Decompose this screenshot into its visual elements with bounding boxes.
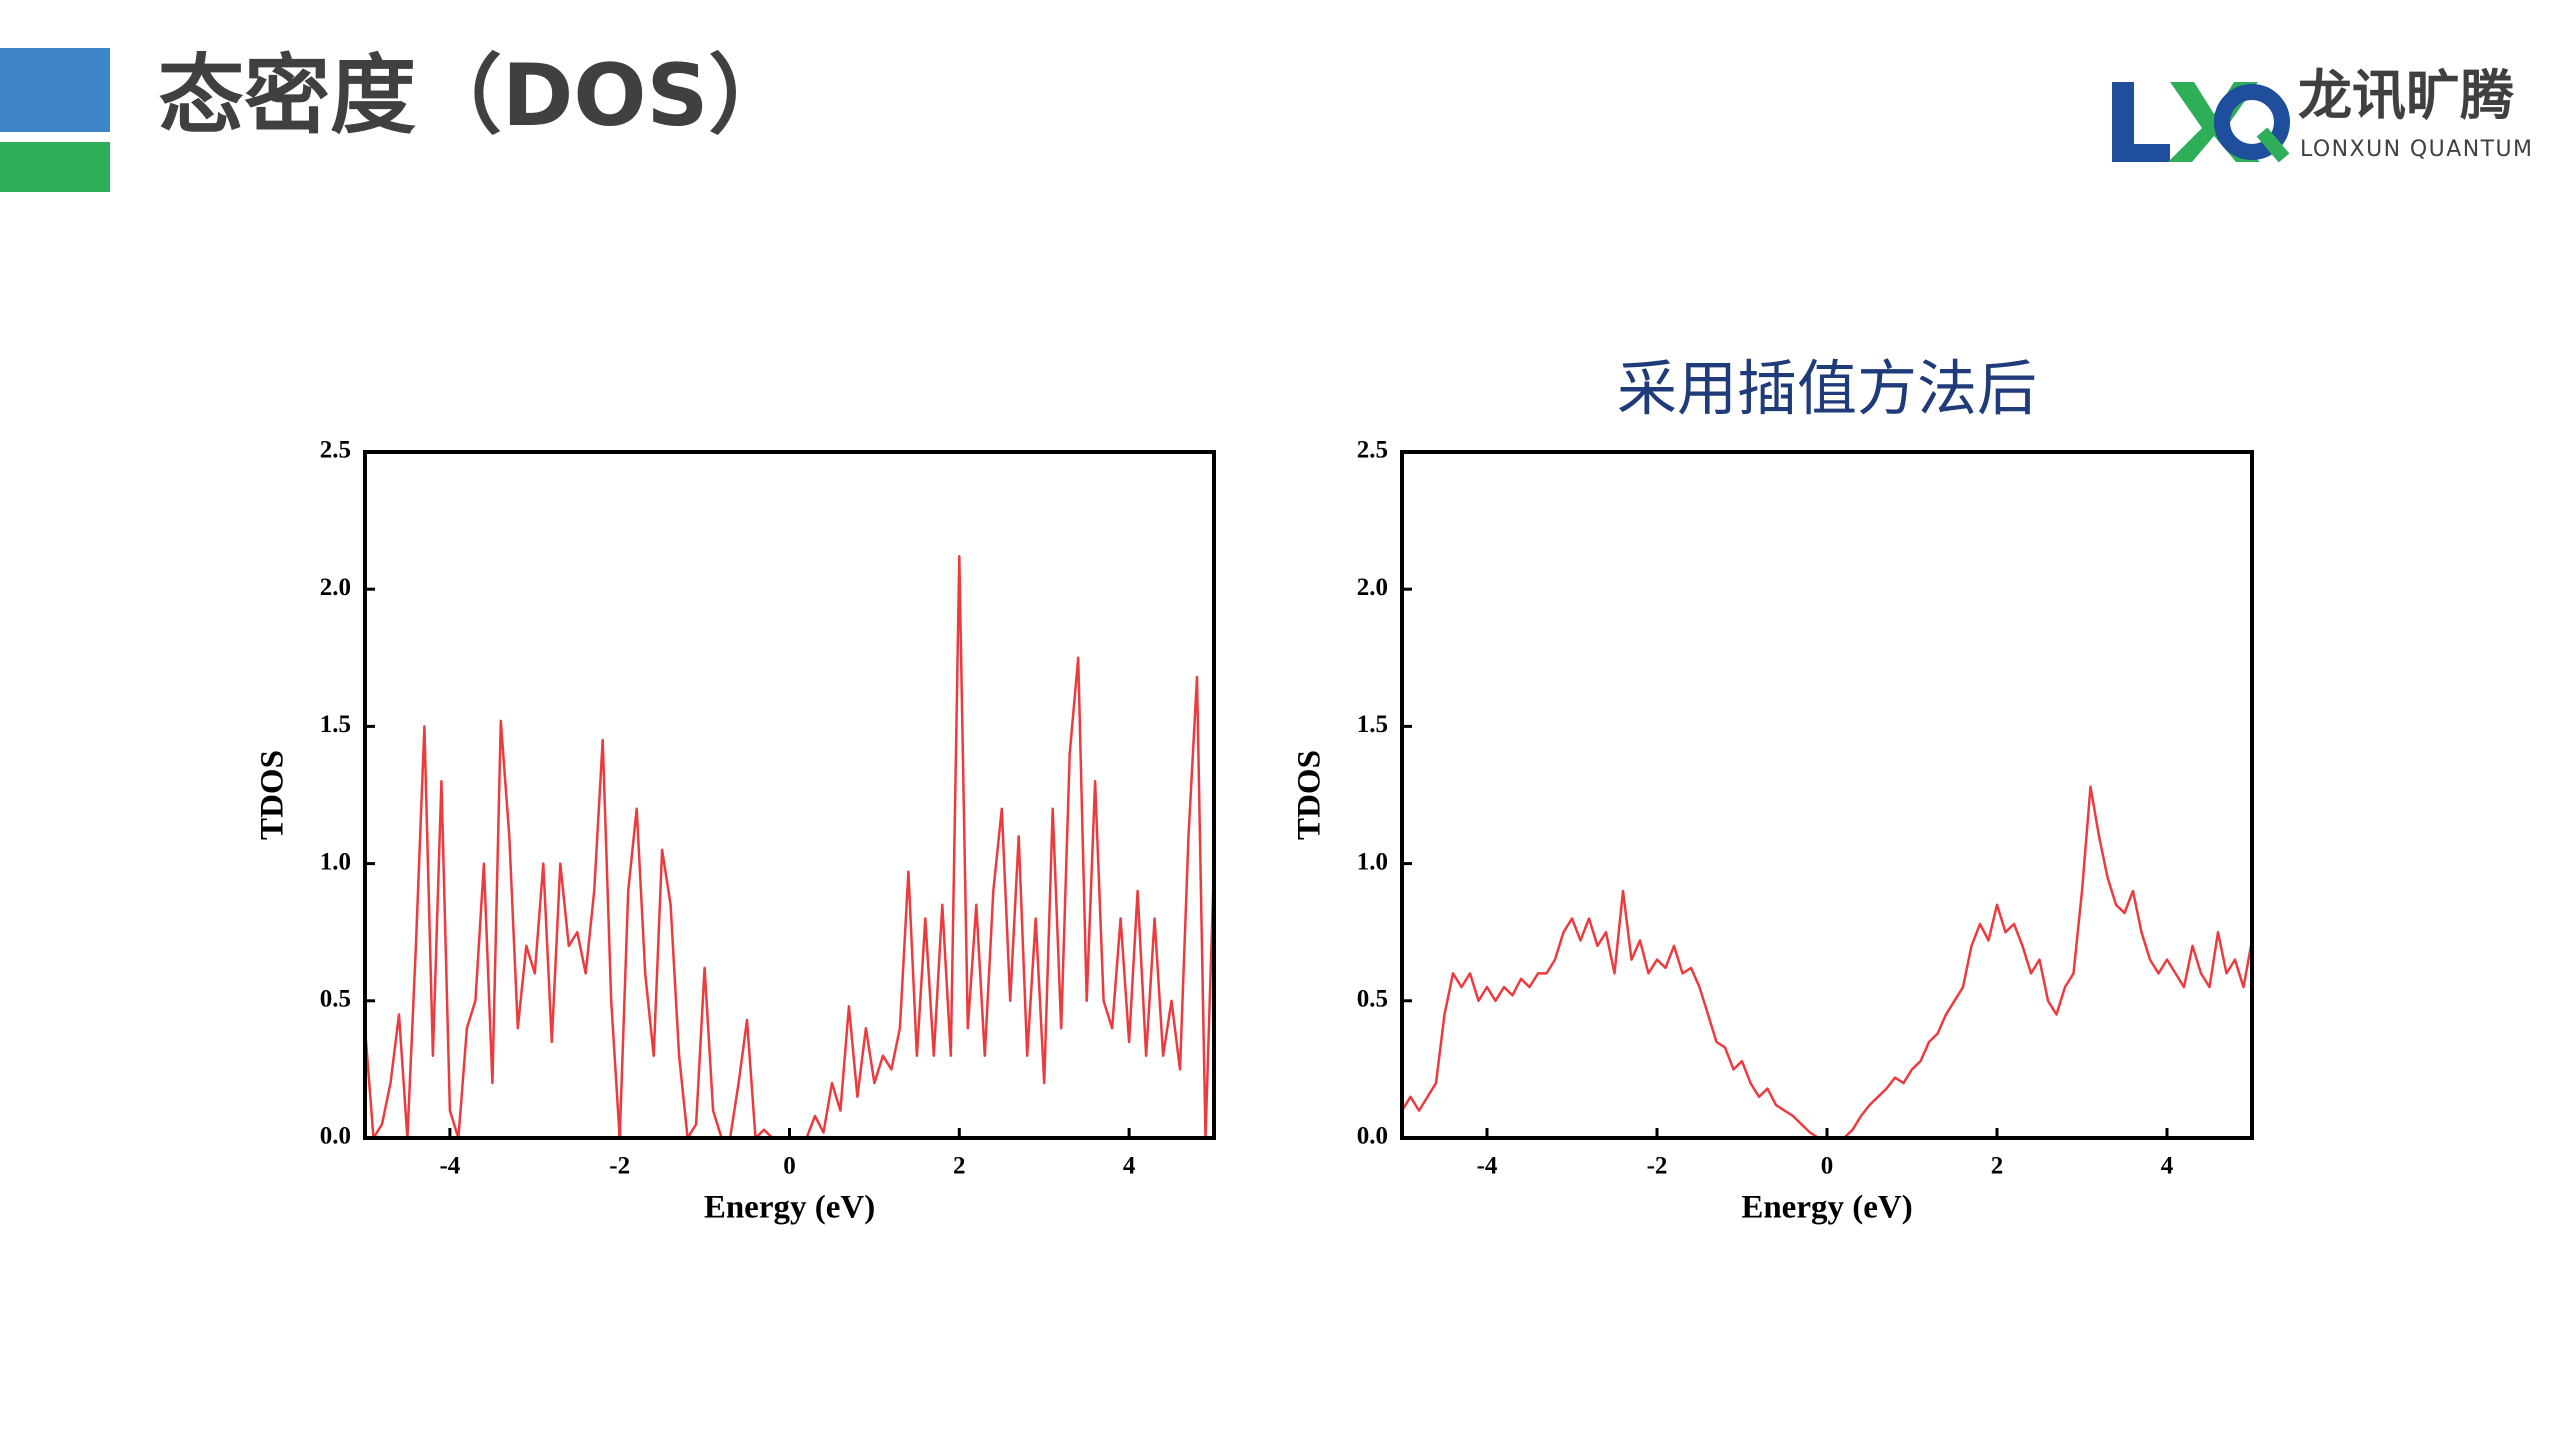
- y-tick-label: 2.0: [320, 574, 351, 601]
- plot-frame: [1400, 450, 2254, 1140]
- y-tick-label: 2.5: [1357, 437, 1388, 464]
- x-tick-label: 4: [2161, 1153, 2174, 1180]
- x-tick-label: -2: [1647, 1153, 1668, 1180]
- y-tick-label: 0.0: [1357, 1123, 1388, 1150]
- x-tick-label: -4: [1477, 1153, 1498, 1180]
- y-tick-label: 1.0: [1357, 848, 1388, 875]
- y-tick-label: 2.0: [1357, 574, 1388, 601]
- chart-title: 采用插值方法后: [1617, 355, 2037, 425]
- y-tick-label: 1.5: [1357, 711, 1388, 738]
- plot-frame: [363, 450, 1216, 1140]
- logo-subtitle: LONXUN QUANTUM: [2300, 137, 2532, 162]
- y-axis-label: TDOS: [255, 750, 291, 840]
- x-axis-label: Energy (eV): [1741, 1190, 1912, 1226]
- header-block-green: [0, 142, 110, 192]
- x-tick-label: 4: [1123, 1153, 1136, 1180]
- y-tick-label: 2.5: [320, 437, 351, 464]
- y-tick-label: 0.5: [1357, 986, 1388, 1013]
- x-tick-label: 2: [1991, 1153, 2004, 1180]
- x-tick-label: 2: [953, 1153, 966, 1180]
- y-tick-label: 0.0: [320, 1123, 351, 1150]
- x-tick-label: -2: [609, 1153, 630, 1180]
- dos-line: [1400, 785, 2254, 1140]
- y-tick-label: 1.5: [320, 711, 351, 738]
- x-tick-label: -4: [439, 1153, 460, 1180]
- page-title: 态密度（DOS）: [158, 46, 794, 146]
- dos-line: [363, 555, 1216, 1140]
- y-axis-label: TDOS: [1292, 750, 1328, 840]
- x-tick-label: 0: [1821, 1153, 1834, 1180]
- x-tick-label: 0: [783, 1153, 796, 1180]
- logo-name: 龙讯旷腾: [2298, 64, 2515, 127]
- y-tick-label: 0.5: [320, 986, 351, 1013]
- logo-mark: [2112, 82, 2290, 163]
- y-tick-label: 1.0: [320, 848, 351, 875]
- header-block-blue: [0, 48, 110, 132]
- x-axis-label: Energy (eV): [704, 1190, 875, 1226]
